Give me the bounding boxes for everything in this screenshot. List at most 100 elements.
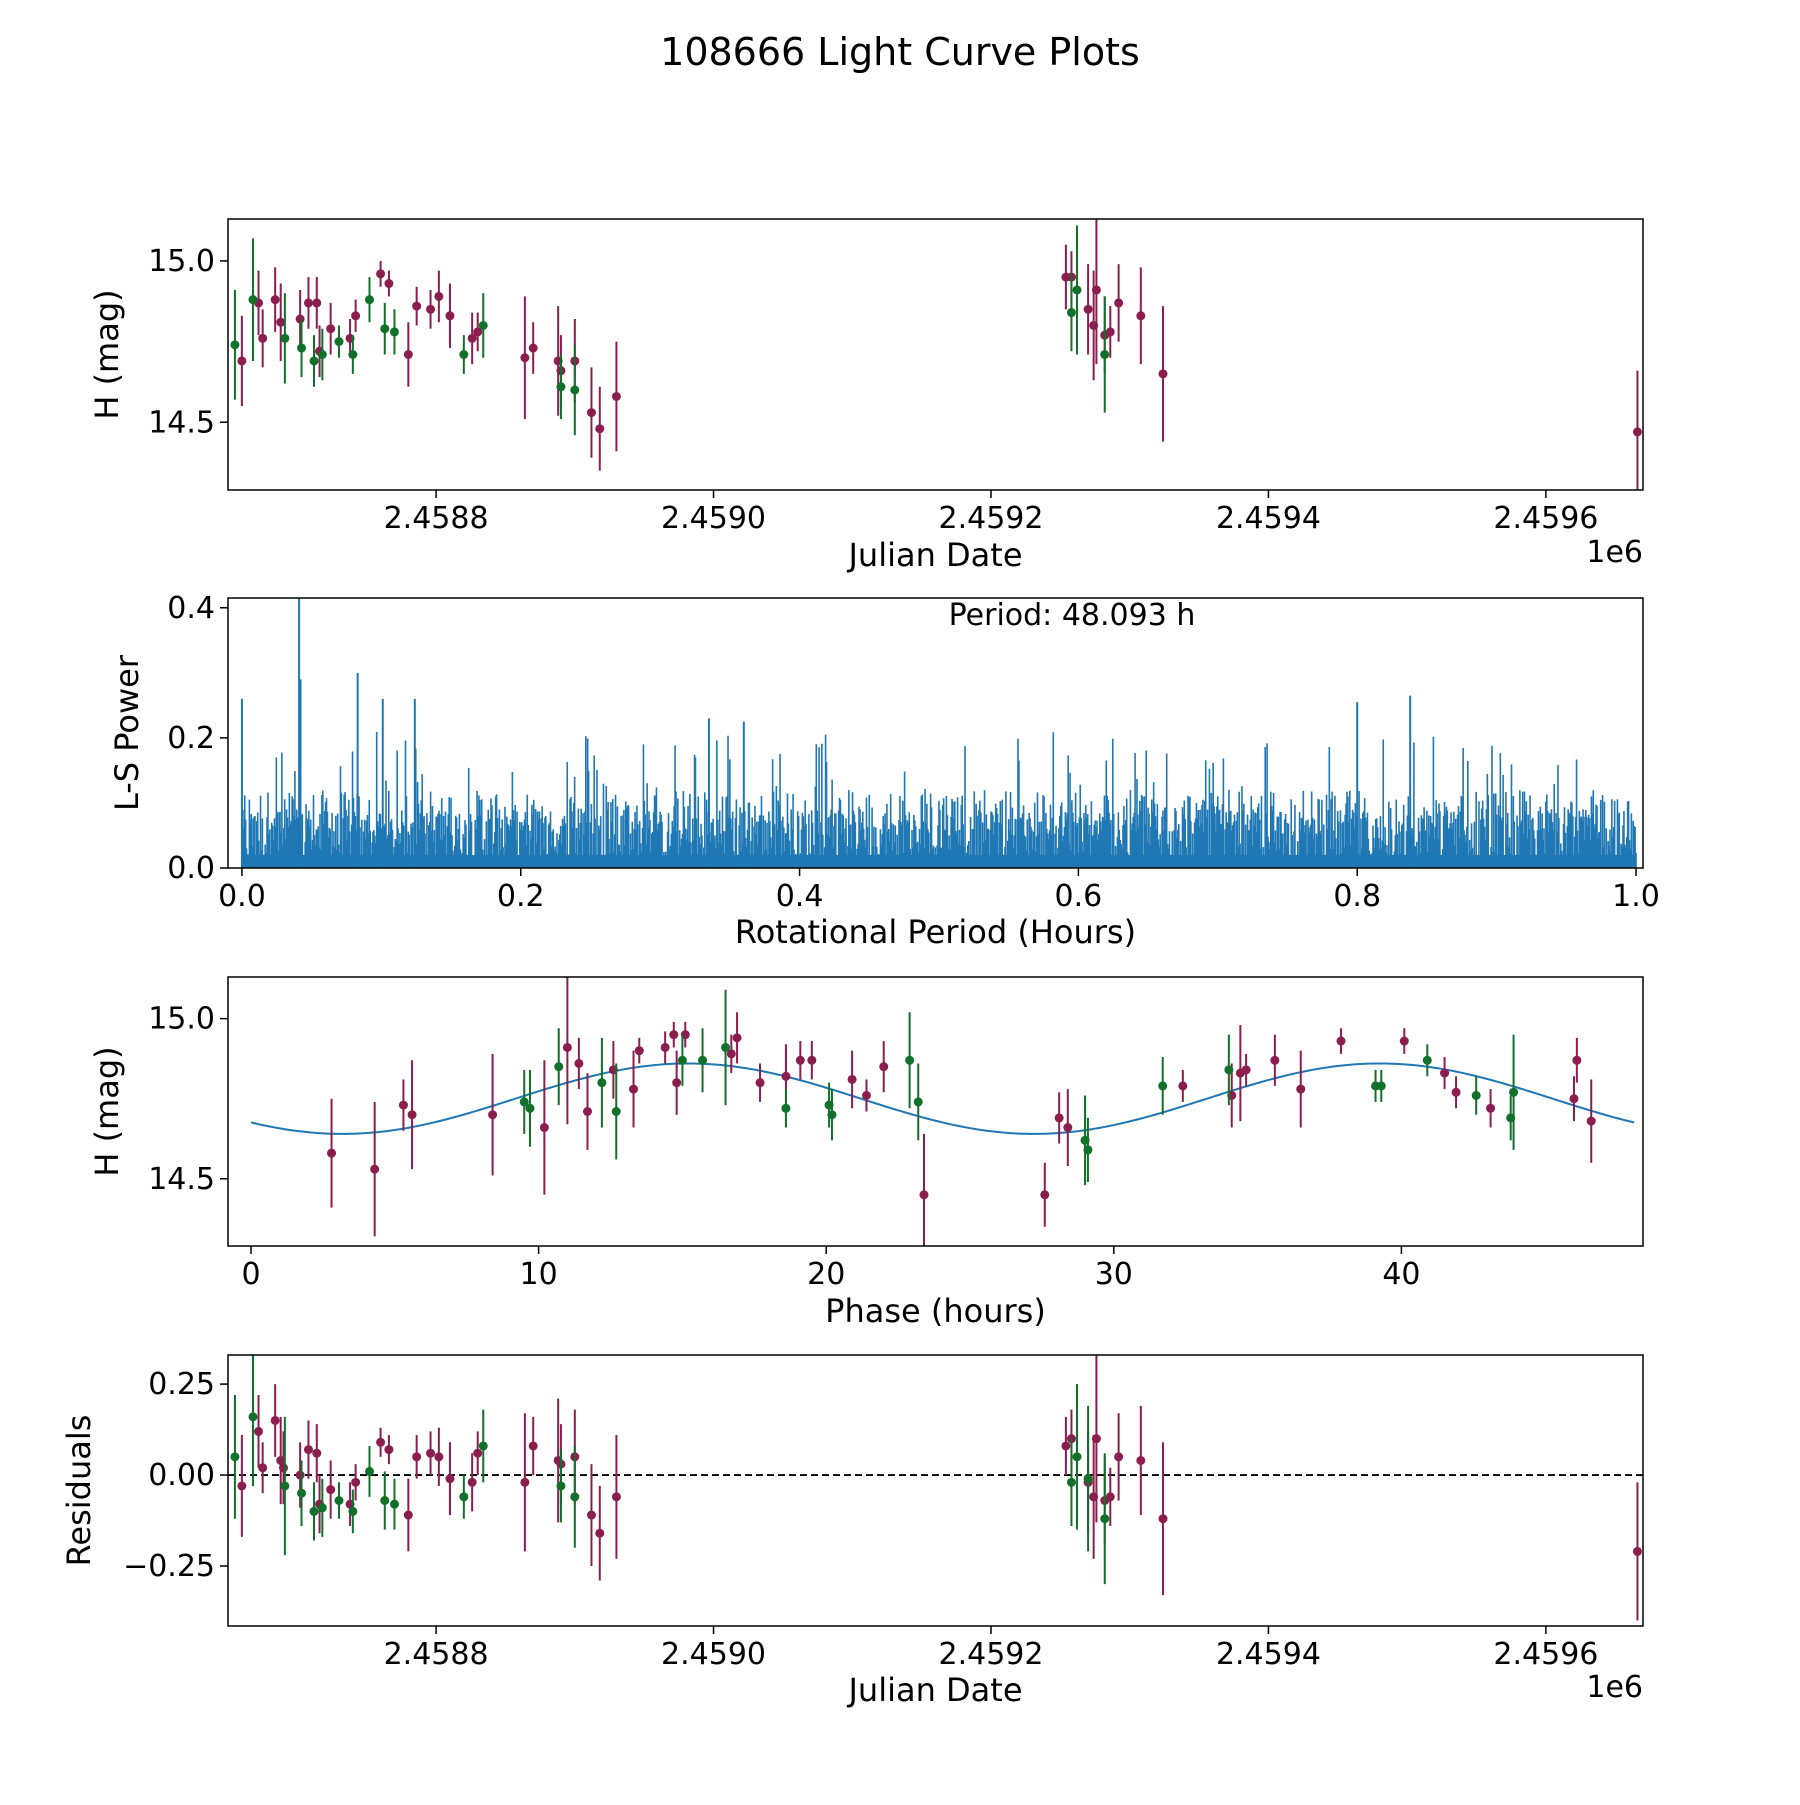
data-point: [237, 1481, 247, 1491]
y-axis-label: H (mag): [88, 1046, 126, 1176]
data-point: [539, 1123, 549, 1133]
data-point: [478, 320, 488, 330]
data-point: [1100, 350, 1110, 359]
data-point: [351, 311, 361, 321]
data-point: [467, 1477, 477, 1487]
data-point: [1632, 1546, 1642, 1556]
data-point: [1061, 1441, 1071, 1451]
data-point: [827, 1110, 837, 1120]
data-point: [434, 291, 444, 301]
x-tick-label: 2.4588: [384, 1637, 489, 1672]
x-tick-label: 0.0: [218, 879, 266, 914]
data-point: [1136, 311, 1146, 321]
data-point: [905, 1055, 915, 1065]
data-point: [1224, 1065, 1234, 1075]
data-point: [365, 1466, 374, 1476]
data-point: [426, 1448, 436, 1458]
data-point: [698, 1055, 708, 1065]
series-series_b: [230, 225, 1110, 436]
data-point: [556, 1481, 566, 1491]
data-point: [380, 324, 390, 334]
data-point: [1336, 1036, 1346, 1046]
data-point: [520, 353, 530, 363]
data-point: [1083, 304, 1093, 314]
plot-area: [250, 977, 1635, 1246]
data-point: [254, 1426, 264, 1436]
data-point: [237, 356, 247, 366]
data-point: [1100, 1514, 1110, 1524]
data-point: [1066, 308, 1076, 318]
data-point: [554, 1062, 564, 1072]
data-point: [672, 1078, 682, 1088]
x-tick-label: 0.8: [1333, 879, 1381, 914]
x-tick-label: 2.4594: [1216, 501, 1321, 536]
data-point: [528, 343, 538, 353]
data-point: [732, 1033, 742, 1043]
data-point: [303, 1445, 313, 1455]
data-point: [1158, 1081, 1168, 1091]
data-point: [1440, 1068, 1450, 1078]
x-tick-label: 2.4594: [1216, 1637, 1321, 1672]
x-axis-label: Rotational Period (Hours): [735, 913, 1136, 951]
data-point: [879, 1062, 889, 1072]
data-point: [1296, 1084, 1306, 1094]
figure-title: 108666 Light Curve Plots: [660, 30, 1140, 74]
data-point: [473, 1448, 483, 1458]
data-point: [570, 385, 580, 395]
data-point: [597, 1078, 607, 1088]
data-point: [1632, 427, 1642, 437]
data-point: [295, 1470, 305, 1480]
x-tick-label: 2.4596: [1493, 1637, 1598, 1672]
data-point: [434, 1452, 444, 1462]
data-point: [1471, 1090, 1481, 1100]
x-tick-label: 1.0: [1612, 879, 1660, 914]
axes-frame: [227, 597, 1644, 869]
data-point: [403, 1510, 413, 1520]
data-point: [1586, 1116, 1596, 1126]
data-point: [795, 1055, 805, 1065]
data-point: [1063, 1123, 1073, 1133]
x-tick-label: 20: [807, 1257, 845, 1292]
series-series_a: [237, 219, 1642, 490]
x-tick-label: 40: [1382, 1257, 1420, 1292]
y-tick-label: 0.25: [148, 1367, 215, 1402]
data-point: [562, 1042, 572, 1052]
data-point: [326, 324, 336, 334]
data-point: [847, 1074, 857, 1084]
data-point: [1083, 1474, 1093, 1484]
data-point: [1241, 1065, 1251, 1075]
x-tick-label: 0.2: [497, 879, 545, 914]
residuals-panel: 2.4588 2.4590 2.4592 2.4594 2.4596 0.25 0.00 −0…: [60, 1354, 1644, 1709]
series-series_a: [237, 1355, 1642, 1621]
data-point: [445, 1474, 455, 1484]
data-point: [317, 350, 327, 359]
data-point: [467, 333, 477, 343]
series-series_b: [230, 1355, 1110, 1585]
data-point: [574, 1058, 584, 1068]
data-point: [677, 1055, 687, 1065]
data-point: [309, 356, 319, 366]
data-point: [398, 1100, 408, 1110]
x-tick-label: 2.4592: [938, 501, 1043, 536]
y-tick-label: 0.00: [148, 1458, 215, 1493]
data-point: [230, 340, 240, 350]
data-point: [919, 1190, 929, 1200]
data-point: [297, 343, 307, 353]
data-point: [1066, 1477, 1076, 1487]
data-point: [807, 1055, 817, 1065]
x-offset-label: 1e6: [1586, 535, 1643, 570]
data-point: [258, 1463, 268, 1473]
data-point: [334, 337, 344, 347]
data-point: [280, 1481, 290, 1491]
x-tick-label: 2.4596: [1493, 501, 1598, 536]
data-point: [781, 1103, 791, 1113]
data-point: [348, 350, 358, 359]
data-point: [326, 1485, 336, 1495]
data-point: [312, 298, 322, 308]
data-point: [913, 1097, 923, 1107]
data-point: [1054, 1113, 1064, 1123]
axes-frame: [227, 976, 1644, 1247]
